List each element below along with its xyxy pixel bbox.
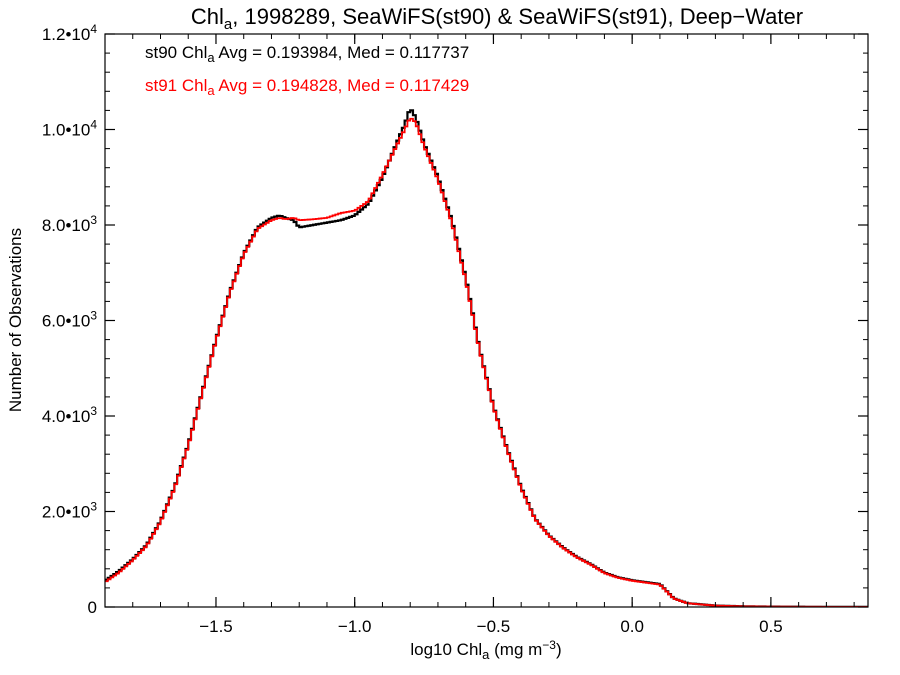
x-tick-label: 0.0 xyxy=(620,617,644,636)
annotation-st91: st91 Chla Avg = 0.194828, Med = 0.117429 xyxy=(145,76,469,98)
y-axis-label: Number of Observations xyxy=(6,228,25,412)
y-tick-label: 2.0•103 xyxy=(42,500,98,522)
y-tick-label: 6.0•103 xyxy=(42,309,98,331)
x-tick-label: −1.5 xyxy=(199,617,233,636)
y-tick-label: 1.0•104 xyxy=(42,118,98,140)
x-tick-label: 0.5 xyxy=(759,617,783,636)
y-tick-label: 0 xyxy=(88,598,97,617)
plot-frame xyxy=(104,33,869,608)
x-tick-label: −1.0 xyxy=(338,617,372,636)
y-tick-label: 1.2•104 xyxy=(42,22,98,44)
x-tick-label: −0.5 xyxy=(477,617,511,636)
series-st91-line xyxy=(105,117,868,607)
y-tick-label: 8.0•103 xyxy=(42,213,98,235)
annotation-st90: st90 Chla Avg = 0.193984, Med = 0.117737 xyxy=(145,43,469,65)
y-tick-label: 4.0•103 xyxy=(42,404,98,426)
axis-ticks: −1.5 −1.0 −0.5 0.0 0.5 0 2.0•103 4.0•103 6.0•103… xyxy=(42,22,868,636)
series-st90-line xyxy=(105,109,868,607)
x-axis-label: log10 Chla (mg m−3) xyxy=(410,638,561,662)
series-layer xyxy=(105,109,868,607)
chart-title: Chla, 1998289, SeaWiFS(st90) & SeaWiFS(s… xyxy=(191,4,803,33)
